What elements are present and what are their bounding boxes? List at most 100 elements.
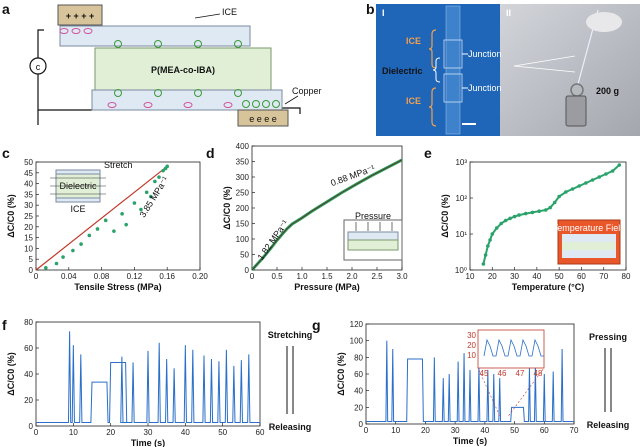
x-tick-label: 3.0 <box>396 272 408 281</box>
y-tick-label: 10² <box>455 194 467 203</box>
negative-ion <box>71 28 81 34</box>
bottom-copper <box>237 109 289 127</box>
x-tick-label: 10 <box>69 428 78 437</box>
data-point <box>153 179 157 184</box>
x-tick-label: 60 <box>577 272 586 281</box>
bottom-copper-charges: e e e e <box>249 114 277 124</box>
x-axis-label: Time (s) <box>131 438 165 447</box>
junction-pointer-1 <box>513 55 576 67</box>
ice-bottom-label: ICE <box>406 96 421 106</box>
x-axis-label: Temperature (°C) <box>512 282 584 292</box>
x-tick-label: 20 <box>421 426 430 435</box>
chart-c: 0 0.04 0.08 0.12 0.16 0.200510152025303540455… <box>6 158 208 292</box>
positive-ion <box>234 89 242 97</box>
positive-ion <box>114 89 122 97</box>
y-tick-label: 10³ <box>455 158 467 167</box>
x-tick-label: 1.0 <box>296 272 308 281</box>
x-tick-label: 40 <box>181 428 190 437</box>
y-tick-label: 20 <box>24 223 33 232</box>
y-tick-label: 0 <box>359 420 364 429</box>
junction-pointer-2 <box>513 65 576 73</box>
capacitance-meter-label: c <box>36 62 41 72</box>
slope-annotation-low: 1.82 MPa⁻¹ <box>255 218 290 262</box>
y-tick-label: 40 <box>354 387 363 396</box>
y-axis-label: ΔC/C0 (%) <box>222 186 232 229</box>
y-tick-label: 250 <box>236 189 250 198</box>
positive-ion <box>234 40 242 48</box>
y-tick-label: 80 <box>24 318 33 327</box>
zoom-inset <box>477 329 545 369</box>
data-point <box>71 248 75 253</box>
y-tick-label: 0 <box>29 266 34 275</box>
y-tick-label: 150 <box>236 220 250 229</box>
data-point <box>157 175 161 179</box>
inset-y-tick: 30 <box>467 331 476 340</box>
signal-trace <box>36 331 260 424</box>
inset-dielectric-label: Dielectric <box>59 181 97 191</box>
y-tick-label: 30 <box>24 201 33 210</box>
panel-letter-g: g <box>312 317 321 333</box>
dielectric-layer <box>94 47 272 91</box>
inset-x-tick: 45 <box>480 369 489 378</box>
photo-ii-label: II <box>506 8 511 18</box>
inset-ice-bottom <box>55 197 101 203</box>
y-tick-label: 10¹ <box>455 230 467 239</box>
negative-ion <box>83 28 93 34</box>
y-tick-label: 100 <box>350 337 364 346</box>
photo-i-label: I <box>382 8 385 18</box>
x-tick-label: 50 <box>555 272 564 281</box>
chart-f: 0 10 20 30 40 50 60 0 20 40 60 80 Time (s) ΔC/C0 (%) S… <box>6 318 312 447</box>
plot-frame <box>469 161 627 271</box>
panel-letter-e: e <box>424 145 432 161</box>
photo-i-background <box>376 4 500 136</box>
x-axis-label: Pressure (MPa) <box>294 282 360 292</box>
x-tick-label: 2.5 <box>371 272 383 281</box>
negative-ion <box>143 102 153 108</box>
x-tick-label: 0.16 <box>159 272 175 281</box>
x-tick-label: 70 <box>570 426 579 435</box>
dielectric-label-b: Dielectric <box>382 66 423 76</box>
y-tick-label: 50 <box>24 158 33 167</box>
side-label-bottom: Releasing <box>269 422 312 432</box>
y-tick-label: 40 <box>24 370 33 379</box>
inset-pressure-label: Pressure <box>355 211 391 221</box>
y-axis-label: ΔC/C0 (%) <box>440 194 450 237</box>
bottom-ice-layer <box>91 89 283 111</box>
inset-x-tick: 47 <box>516 369 525 378</box>
side-label-top: Stretching <box>268 330 313 340</box>
y-tick-label: 60 <box>24 344 33 353</box>
inset-dielectric <box>347 239 399 251</box>
weight-200g <box>565 95 587 127</box>
x-axis-label: Tensile Stress (MPa) <box>74 282 161 292</box>
inset-x-tick: 48 <box>534 369 543 378</box>
y-tick-label: 0 <box>245 266 250 275</box>
fit-line <box>35 165 168 271</box>
data-point <box>165 164 169 169</box>
y-tick-label: 15 <box>24 234 33 243</box>
inset-ice-bottom <box>562 250 616 258</box>
x-tick-label: 60 <box>256 428 265 437</box>
x-tick-label: 1.5 <box>321 272 333 281</box>
fit-curve <box>251 159 403 271</box>
panel-letter-d: d <box>206 145 215 161</box>
positive-ion <box>114 40 122 48</box>
data-point <box>95 227 100 231</box>
y-tick-label: 40 <box>24 180 33 189</box>
x-tick-label: 80 <box>622 272 631 281</box>
positive-ion <box>154 40 162 48</box>
panel-a-schematic: c + + + + P(MEA-co-IBA) e e e e ICE Copp… <box>29 4 322 127</box>
data-point <box>87 233 92 238</box>
y-tick-label: 350 <box>236 158 250 167</box>
zoom-connector-left <box>477 367 500 416</box>
x-tick-label: 10 <box>466 272 475 281</box>
junction-bottom-label: Junction <box>468 83 502 93</box>
x-tick-label: 30 <box>510 272 519 281</box>
y-tick-label: 35 <box>24 190 33 199</box>
y-axis-label: ΔC/C0 (%) <box>6 352 16 395</box>
inset-stretch-label: Stretch <box>104 160 133 170</box>
negative-ion <box>223 102 233 108</box>
negative-ion <box>107 102 117 108</box>
y-tick-label: 200 <box>236 204 250 213</box>
gloved-hand <box>586 12 622 32</box>
